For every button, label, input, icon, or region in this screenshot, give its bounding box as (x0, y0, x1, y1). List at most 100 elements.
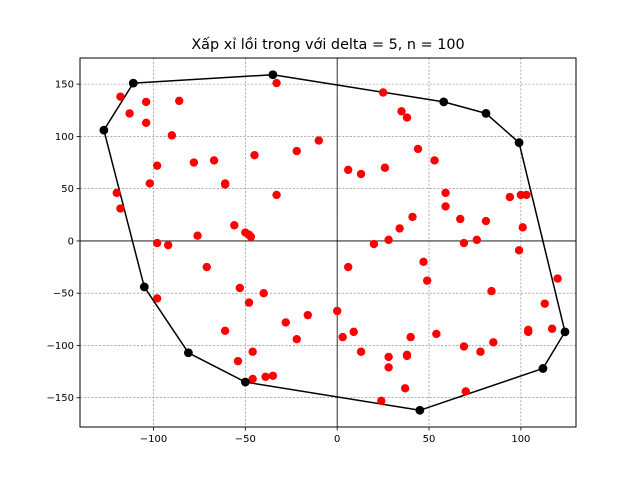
chart-title: Xấp xỉ lồi trong với delta = 5, n = 100 (191, 36, 464, 53)
data-point (189, 158, 199, 167)
hull-vertex (128, 78, 138, 88)
data-point (332, 306, 342, 316)
hull-vertex (183, 348, 193, 358)
hull-vertex (439, 97, 449, 107)
data-point (413, 144, 423, 154)
data-point (268, 371, 278, 380)
hull-vertex (481, 109, 491, 118)
data-point (402, 351, 412, 361)
data-point (518, 223, 527, 232)
plot-frame (79, 57, 577, 428)
y-tick-label: 0 (68, 236, 74, 247)
hull-vertex (99, 125, 109, 135)
data-point (481, 216, 491, 226)
data-point (522, 190, 531, 200)
data-point (246, 232, 256, 241)
data-point (476, 347, 485, 356)
data-point (397, 107, 406, 116)
data-point (344, 262, 353, 272)
data-point (235, 283, 245, 293)
data-point (167, 131, 177, 140)
data-point (220, 326, 230, 336)
data-point (423, 276, 432, 285)
data-point (292, 334, 301, 344)
scatter-points (112, 78, 562, 406)
data-point (441, 188, 450, 198)
y-tick-label: −50 (53, 289, 74, 300)
data-point (259, 288, 268, 298)
data-point (116, 92, 125, 101)
data-point (344, 165, 353, 175)
x-tick-label: −50 (235, 434, 256, 445)
data-point (419, 257, 428, 267)
hull-vertex (268, 70, 278, 80)
y-tick-label: 100 (55, 132, 74, 143)
hull-vertices (99, 70, 570, 415)
hull-vertex (415, 405, 425, 415)
tick-marks: −100 −50 0 50 100 −150 −100 −50 0 50 100 150 (47, 80, 531, 445)
data-point (356, 169, 366, 179)
hull-vertex (514, 138, 524, 148)
data-point (152, 238, 162, 248)
x-tick-label: 0 (334, 434, 340, 445)
data-point (384, 235, 393, 245)
data-point (175, 96, 184, 106)
hull-vertex (139, 282, 149, 292)
data-point (248, 374, 257, 384)
data-point (145, 179, 155, 188)
data-point (377, 396, 386, 406)
data-point (430, 156, 439, 165)
y-tick-label: 50 (61, 184, 74, 195)
data-point (193, 231, 202, 240)
data-point (400, 384, 410, 393)
data-point (406, 332, 415, 342)
data-point (152, 161, 162, 170)
data-point (505, 192, 515, 202)
data-point (489, 338, 498, 347)
data-point (395, 224, 404, 233)
data-point (441, 202, 450, 211)
data-point (116, 204, 125, 213)
data-point (338, 332, 347, 342)
data-point (163, 240, 173, 250)
data-point (514, 246, 524, 255)
data-point (272, 190, 281, 200)
data-point (233, 356, 243, 366)
x-tick-label: 100 (511, 434, 530, 445)
data-point (547, 324, 557, 333)
data-point (456, 214, 465, 224)
data-point (202, 262, 211, 272)
data-point (384, 352, 393, 362)
data-point (250, 151, 259, 160)
data-point (378, 88, 388, 97)
data-point (356, 347, 366, 356)
data-point (349, 327, 358, 337)
data-point (402, 113, 412, 122)
data-point (303, 310, 312, 320)
data-point (281, 318, 290, 327)
hull-vertex (560, 327, 570, 337)
data-point (141, 97, 151, 107)
data-point (314, 136, 324, 145)
data-point (220, 180, 230, 189)
data-point (540, 299, 549, 308)
data-point (152, 294, 162, 303)
data-point (380, 163, 390, 172)
data-point (369, 239, 379, 249)
x-tick-label: −100 (140, 434, 167, 445)
data-point (432, 329, 441, 339)
data-point (272, 78, 281, 88)
data-point (461, 387, 470, 396)
data-point (459, 238, 469, 248)
data-point (472, 235, 481, 245)
x-tick-label: 50 (423, 434, 436, 445)
data-point (141, 118, 151, 128)
data-point (125, 109, 134, 118)
y-tick-label: −150 (47, 393, 74, 404)
data-point (209, 156, 219, 165)
data-point (553, 274, 562, 283)
y-tick-label: 150 (55, 80, 74, 91)
data-point (384, 363, 393, 372)
